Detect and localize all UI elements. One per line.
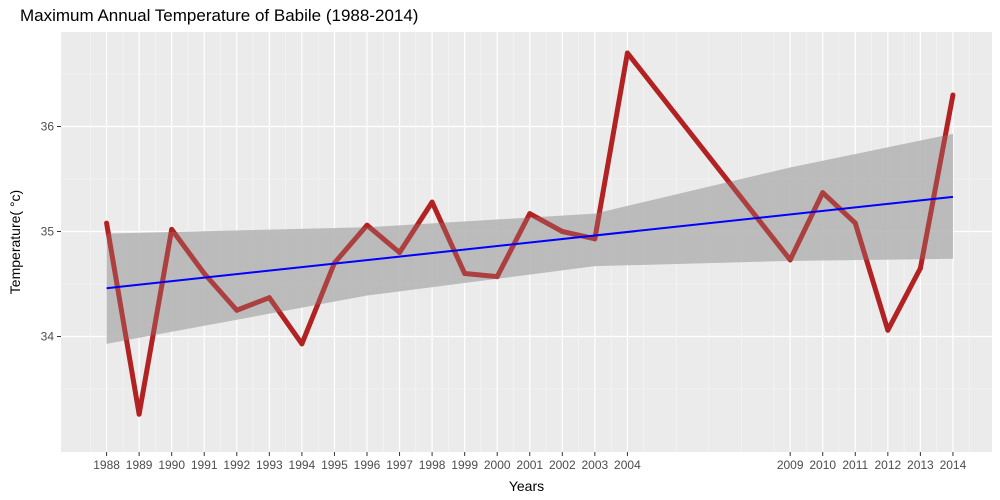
trend-line <box>106 195 954 290</box>
chart-title: Maximum Annual Temperature of Babile (19… <box>20 6 419 25</box>
x-tick-label: 2000 <box>484 458 511 472</box>
y-axis: 34 35 36 <box>41 120 61 344</box>
x-axis-label: Years <box>509 478 544 494</box>
series-segment <box>397 199 435 255</box>
x-tick-label: 1995 <box>321 458 348 472</box>
x-tick-label: 1988 <box>93 458 120 472</box>
series-segment <box>462 271 500 280</box>
series-segment <box>624 50 793 263</box>
confidence-band <box>106 133 953 344</box>
series-segment <box>885 265 923 333</box>
x-tick-label: 1989 <box>126 458 153 472</box>
series-segment <box>592 50 630 242</box>
x-tick-label: 1990 <box>158 458 185 472</box>
series-segment <box>201 271 240 313</box>
series-segment <box>136 226 175 417</box>
series-segment <box>429 199 468 276</box>
x-tick-label: 2003 <box>582 458 609 472</box>
series-segment <box>104 220 142 417</box>
x-tick-label: 2011 <box>842 458 868 472</box>
x-tick-label: 1996 <box>354 458 381 472</box>
y-tick-label: 36 <box>41 120 55 134</box>
band-overlay <box>106 133 953 344</box>
x-tick-label: 2010 <box>809 458 836 472</box>
temperature-series <box>104 50 956 417</box>
x-axis: 1988 1989 1990 1991 1992 1993 1994 1995 1996 1997… <box>93 452 967 472</box>
x-tick-label: 1997 <box>386 458 413 472</box>
x-tick-label: 2013 <box>907 458 934 472</box>
x-tick-label: 1992 <box>223 458 250 472</box>
x-tick-label: 1991 <box>191 458 218 472</box>
series-segment <box>364 222 403 255</box>
x-tick-label: 1998 <box>419 458 446 472</box>
y-tick-label: 35 <box>41 225 55 239</box>
x-tick-label: 1999 <box>451 458 478 472</box>
series-segment <box>331 222 370 266</box>
series-segment <box>169 226 207 276</box>
x-tick-label: 1993 <box>256 458 283 472</box>
x-tick-label: 2004 <box>614 458 641 472</box>
series-segment <box>234 295 272 313</box>
series-segment <box>852 220 891 333</box>
y-tick-label: 34 <box>41 330 55 344</box>
series-segment <box>917 92 956 271</box>
series-segment <box>820 190 858 226</box>
x-tick-label: 2012 <box>874 458 901 472</box>
x-tick-label: 2001 <box>516 458 543 472</box>
series-segment <box>299 260 337 347</box>
y-axis-label: Temperature( °c) <box>7 190 23 294</box>
series-segment <box>787 190 826 263</box>
series-segment <box>559 229 598 242</box>
x-tick-label: 2002 <box>549 458 576 472</box>
x-tick-label: 1994 <box>289 458 316 472</box>
x-tick-label: 2009 <box>777 458 804 472</box>
series-segment <box>266 295 305 347</box>
x-tick-label: 2014 <box>940 458 967 472</box>
series-segment <box>527 211 565 234</box>
